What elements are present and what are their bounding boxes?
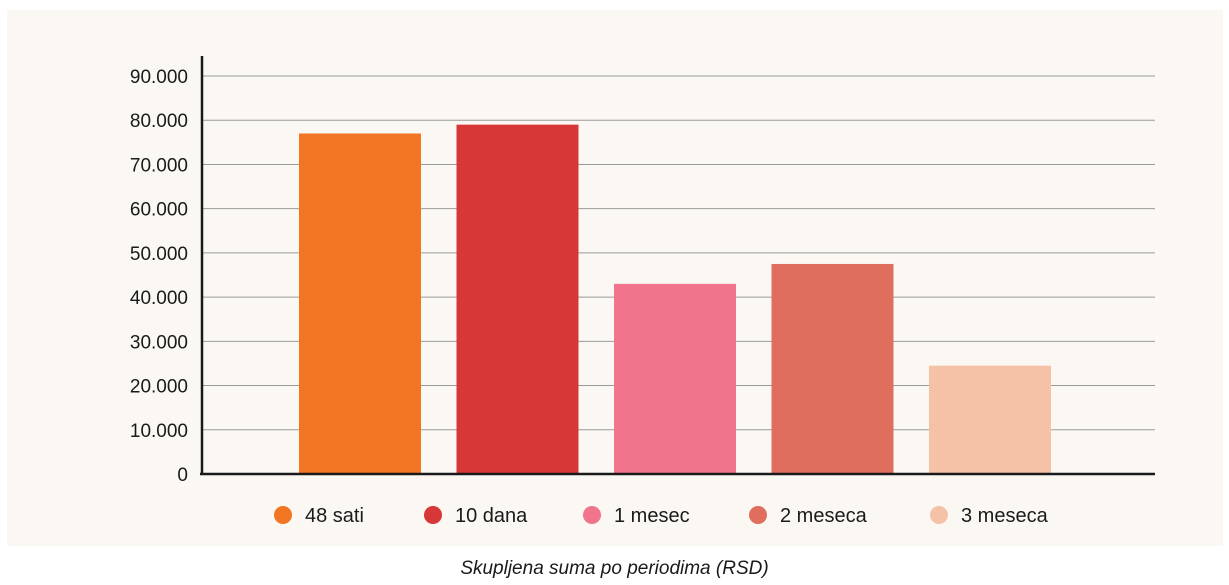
y-tick-label: 90.000 (130, 67, 188, 88)
bar-1-mesec (614, 283, 736, 474)
legend-swatch (930, 506, 948, 524)
legend: 48 sati 10 dana 1 mesec 2 meseca 3 meseca (274, 505, 1049, 527)
y-tick-label: 20.000 (130, 377, 188, 398)
y-tick-label: 80.000 (130, 111, 188, 132)
legend-item-1-mesec: 1 mesec (583, 505, 690, 527)
legend-label: 1 mesec (614, 505, 690, 527)
y-tick-label: 10.000 (130, 421, 188, 442)
y-tick-label: 60.000 (130, 200, 188, 221)
bar-3-meseca (929, 365, 1051, 474)
legend-item-10-dana: 10 dana (424, 505, 528, 527)
legend-swatch (424, 506, 442, 524)
legend-label: 48 sati (305, 505, 364, 527)
bar-10-dana (456, 124, 579, 475)
chart-caption: Skupljena suma po periodima (RSD) (460, 558, 769, 579)
legend-swatch (274, 506, 292, 524)
y-tick-labels: 0 10.000 20.000 30.000 40.000 50.000 60.000 70.… (130, 67, 188, 486)
bar-chart: 0 10.000 20.000 30.000 40.000 50.000 60.000 70.… (130, 56, 1155, 527)
y-tick-label: 0 (177, 465, 188, 486)
y-tick-label: 50.000 (130, 244, 188, 265)
legend-item-3-meseca: 3 meseca (930, 505, 1049, 527)
legend-item-2-meseca: 2 meseca (749, 505, 868, 527)
legend-item-48-sati: 48 sati (274, 505, 364, 527)
bar-2-meseca (771, 263, 894, 474)
legend-label: 10 dana (455, 505, 528, 527)
bar-48-sati (299, 133, 421, 474)
y-tick-label: 40.000 (130, 288, 188, 309)
legend-label: 2 meseca (780, 505, 868, 527)
axes (200, 56, 1155, 476)
legend-swatch (583, 506, 601, 524)
bars (299, 124, 1051, 475)
legend-label: 3 meseca (961, 505, 1049, 527)
y-tick-label: 70.000 (130, 155, 188, 176)
y-tick-label: 30.000 (130, 332, 188, 353)
legend-swatch (749, 506, 767, 524)
